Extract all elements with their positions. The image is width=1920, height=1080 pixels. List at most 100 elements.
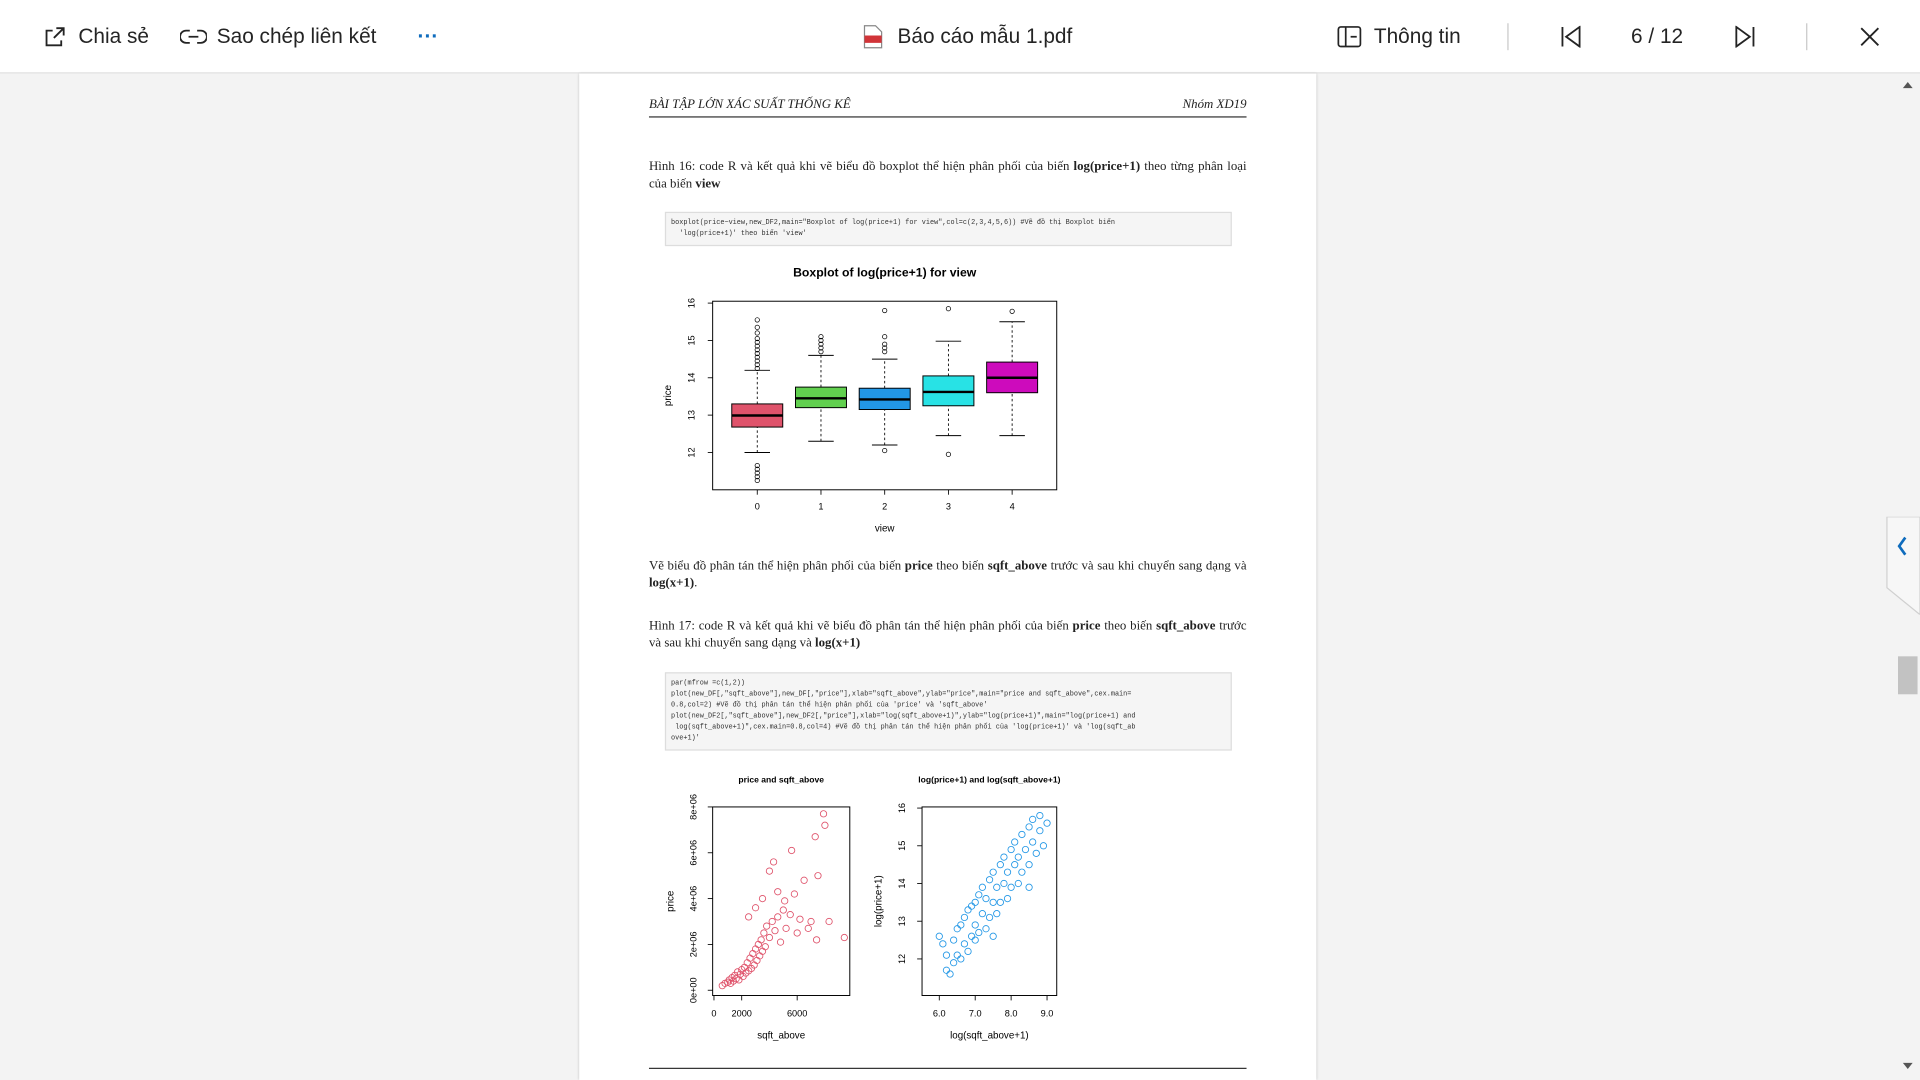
text-run: Hình 17: code R và kết quả khi vẽ biểu đ… (648, 619, 1073, 634)
point (796, 915, 804, 923)
separator (1507, 23, 1509, 51)
pdf-icon (863, 25, 883, 49)
outlier (818, 337, 824, 344)
point (996, 861, 1004, 869)
outlier (754, 470, 760, 476)
point (758, 947, 767, 955)
point (757, 936, 765, 944)
point (950, 936, 958, 944)
point (971, 936, 979, 944)
point (760, 929, 768, 937)
y-tick-label: 14 (897, 878, 907, 888)
outlier (882, 341, 888, 347)
outlier (754, 335, 760, 342)
point (957, 921, 965, 929)
point (753, 956, 761, 965)
more-button[interactable]: ··· (417, 24, 439, 48)
point (804, 924, 812, 932)
point (790, 890, 799, 898)
x-axis-label: view (875, 523, 896, 534)
point (1003, 868, 1012, 876)
y-tick-label: 14 (686, 373, 696, 383)
point (985, 913, 994, 922)
point (978, 883, 986, 891)
point (1007, 883, 1015, 891)
outlier (754, 365, 760, 372)
point (993, 910, 1001, 918)
point (960, 940, 969, 948)
code-line: ove+1)' (671, 733, 700, 743)
outlier (945, 451, 951, 457)
close-button[interactable] (1860, 27, 1880, 47)
point (982, 925, 990, 933)
point (793, 929, 801, 937)
text-run: theo biến (932, 559, 988, 574)
text-run: sqft_above (987, 559, 1047, 574)
point (1000, 853, 1008, 861)
point (1000, 879, 1008, 888)
point (957, 955, 965, 963)
outlier (754, 324, 760, 330)
point (1036, 827, 1044, 835)
point (840, 933, 848, 942)
last-page-button[interactable] (1734, 25, 1756, 48)
plot-frame (712, 806, 851, 997)
point (971, 921, 979, 929)
info-button[interactable]: Thông tin (1373, 24, 1461, 48)
point (971, 898, 979, 906)
chart-title: log(price+1) and log(sqft_above+1) (918, 774, 1060, 784)
outlier (818, 341, 824, 347)
point (989, 898, 997, 906)
copy-link-button[interactable]: Sao chép liên kết (216, 24, 377, 48)
y-tick-label: 12 (686, 447, 696, 457)
text-run: log(price+1) (1073, 160, 1141, 174)
code-block: par(mfrow =c(1,2)) plot(new_DF[,"sqft_abo… (664, 672, 1232, 751)
point (1036, 812, 1044, 820)
point (1018, 868, 1026, 876)
outlier (754, 330, 760, 336)
point (1014, 879, 1022, 888)
side-panel-toggle[interactable] (1882, 516, 1920, 615)
point (779, 906, 787, 914)
point (1043, 819, 1051, 827)
point (942, 951, 951, 959)
code-line: plot(new_DF[,"sqft_above"],new_DF[,"pric… (671, 689, 1132, 698)
y-tick-label: 0e+00 (689, 977, 699, 1003)
outlier (754, 317, 760, 323)
point (1025, 823, 1033, 831)
first-page-button[interactable] (1560, 25, 1582, 48)
share-button[interactable]: Chia sẻ (78, 24, 149, 48)
scrollbar[interactable] (1897, 76, 1920, 1080)
y-tick-label: 15 (686, 335, 696, 345)
paragraph: Vẽ biểu đồ phân tán thể hiện phân phối c… (649, 558, 1247, 592)
x-axis-label: log(sqft_above+1) (950, 1030, 1029, 1041)
point (989, 868, 997, 876)
x-tick-label: 9.0 (1041, 1008, 1054, 1018)
point (754, 940, 762, 949)
code-line: plot(new_DF2[,"sqft_above"],new_DF2[,"pr… (671, 711, 1136, 721)
point (811, 833, 819, 841)
text-run: . (694, 576, 698, 591)
point (769, 858, 778, 866)
x-tick-label: 3 (946, 501, 951, 511)
x-tick-label: 4 (1010, 501, 1015, 511)
point (946, 970, 954, 978)
point (743, 959, 751, 967)
code-line: 'log(price+1)' theo biến 'view' (671, 228, 807, 238)
point (1003, 894, 1012, 903)
point (765, 933, 774, 942)
point (768, 917, 776, 926)
x-tick-label: 8.0 (1005, 1008, 1018, 1018)
point (745, 913, 753, 921)
point (964, 947, 972, 955)
point (765, 867, 774, 875)
point (1029, 838, 1037, 846)
point (761, 943, 769, 951)
chart-title: price and sqft_above (738, 774, 824, 784)
y-tick-label: 12 (897, 954, 907, 964)
code-block: boxplot(price~view,new_DF2,main="Boxplot… (664, 211, 1232, 247)
point (812, 936, 821, 944)
toolbar: Chia sẻ Sao chép liên kết ··· Báo cáo mẫ… (0, 0, 1920, 74)
